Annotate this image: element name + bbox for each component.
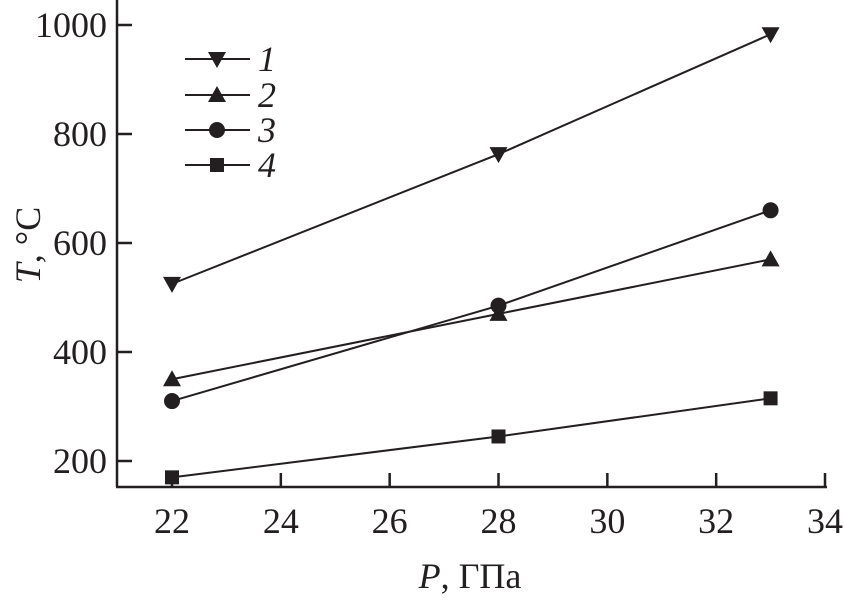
y-tick-label: 1000: [35, 5, 107, 45]
x-axis-label: P, ГПа: [418, 556, 522, 596]
x-tick-label: 28: [481, 501, 517, 541]
legend-label: 2: [258, 75, 276, 115]
x-tick-label: 24: [263, 501, 299, 541]
legend-item-1: 1: [185, 39, 276, 79]
data-point: [491, 429, 506, 444]
legend-label: 4: [258, 145, 276, 185]
legend-marker: [208, 52, 226, 68]
data-point: [761, 27, 780, 44]
series-1: [163, 27, 780, 293]
legend-marker: [209, 122, 225, 138]
legend-marker: [210, 158, 224, 172]
series-2: [163, 250, 780, 387]
y-tick-label: 600: [53, 223, 107, 263]
x-tick-label: 32: [698, 501, 734, 541]
data-point: [761, 250, 780, 267]
x-tick-label: 26: [372, 501, 408, 541]
data-point: [762, 202, 779, 219]
data-point: [163, 370, 181, 387]
data-point: [164, 393, 180, 410]
series-group: [163, 27, 780, 485]
data-point: [763, 391, 778, 406]
legend-item-4: 4: [185, 145, 276, 185]
x-tick-label: 34: [807, 501, 843, 541]
legend-item-3: 3: [185, 110, 276, 150]
y-tick-label: 800: [53, 114, 107, 154]
series-4: [165, 391, 778, 485]
series-line: [171, 209, 771, 403]
legend-marker: [208, 86, 226, 102]
series-line: [171, 397, 771, 479]
data-point: [163, 276, 181, 293]
x-tick-label: 30: [589, 501, 625, 541]
legend-item-2: 2: [185, 75, 276, 115]
data-point: [490, 297, 507, 314]
data-point: [489, 147, 508, 164]
series-line: [171, 258, 771, 381]
y-tick-label: 400: [53, 332, 107, 372]
x-tick-label: 22: [154, 501, 190, 541]
legend-label: 3: [257, 110, 276, 150]
legend-label: 1: [258, 39, 276, 79]
series-3: [164, 202, 779, 410]
y-axis-label: T, °C: [8, 207, 48, 283]
y-tick-label: 200: [53, 441, 107, 481]
data-point: [165, 470, 179, 485]
